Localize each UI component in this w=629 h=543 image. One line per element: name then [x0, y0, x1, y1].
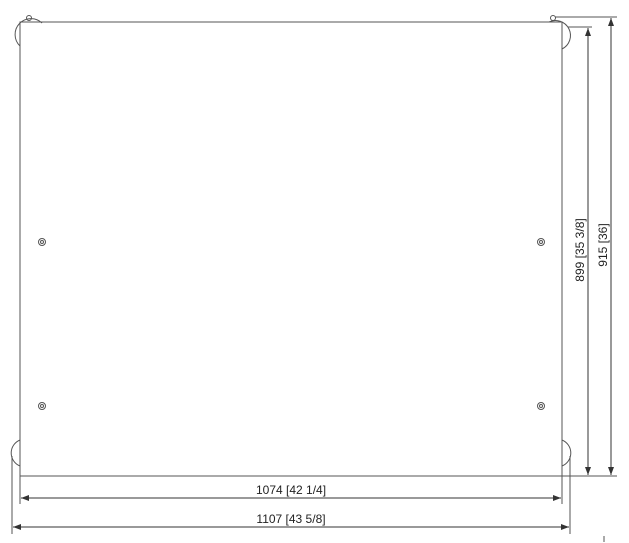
dim-label-inner-width: 1074 [42 1/4] [256, 483, 326, 497]
mounting-holes [38, 238, 545, 410]
corner-lug-top-right [548, 20, 571, 50]
corner-lug-bottom-left [10, 439, 21, 467]
lug-hole-icon [550, 15, 556, 21]
corner-lug-top-left [14, 18, 43, 47]
dim-label-inner-height: 899 [35 3/8] [573, 218, 587, 281]
lug-hole-icon [26, 15, 32, 21]
dim-label-outer-height: 915 [36] [596, 223, 610, 266]
dim-label-outer-width: 1107 [43 5/8] [256, 512, 325, 526]
corner-lug-bottom-right [561, 439, 572, 467]
panel-outline [19, 21, 563, 477]
